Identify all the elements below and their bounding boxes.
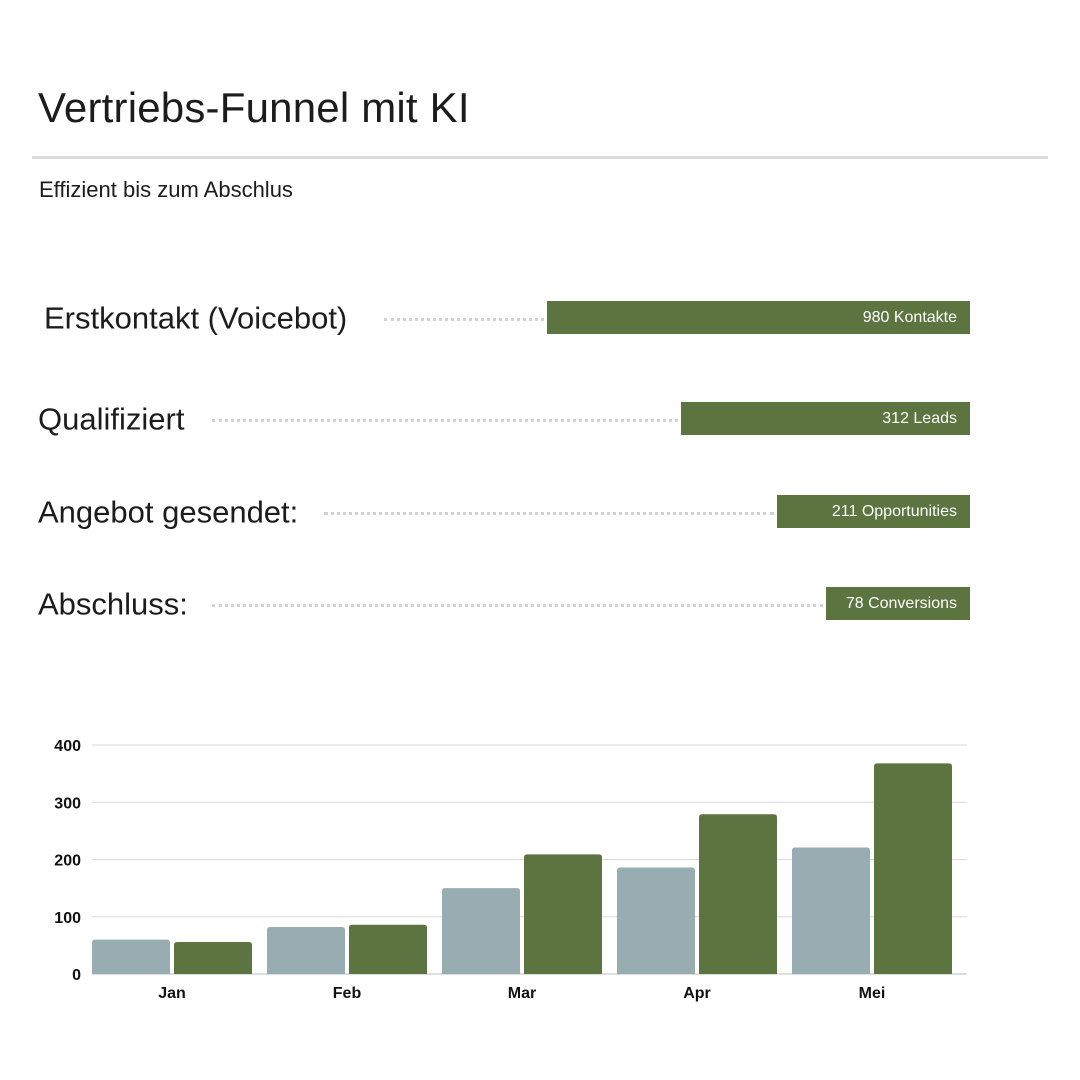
page-title: Vertriebs-Funnel mit KI [38,84,470,131]
funnel-bar: 211 Opportunities [777,495,970,528]
bar-mei-series-2 [874,763,952,974]
funnel-step-label: Abschluss: [38,586,188,622]
monthly-bar-chart: 0 100 200 300 400 Jan Feb Mar Apr Mei [54,738,967,1002]
x-tick-label: Apr [683,985,711,1002]
y-tick-label: 0 [72,967,81,984]
x-tick-label: Feb [333,985,362,1002]
y-tick-label: 100 [54,910,81,927]
funnel-step-label: Erstkontakt (Voicebot) [44,300,348,336]
page-subtitle: Effizient bis zum Abschlus [39,177,293,202]
bar-apr-series-2 [699,814,777,974]
funnel-step-value: 980 Kontakte [862,308,957,326]
bar-feb-series-2 [349,924,427,974]
funnel-bar: 78 Conversions [826,587,970,620]
funnel-step-value: 78 Conversions [845,594,957,612]
bar-jan-series-2 [174,941,252,974]
bar-apr-series-1 [617,867,695,974]
funnel-step-qualifiziert: Qualifiziert 312 Leads [0,402,1080,436]
bar-mei-series-1 [792,847,870,974]
funnel-leader-dots [212,419,678,422]
y-tick-label: 200 [54,853,81,870]
y-tick-label: 400 [54,738,81,755]
funnel-leader-dots [384,318,544,321]
funnel-leader-dots [212,604,823,607]
funnel-bar: 980 Kontakte [547,301,970,334]
funnel-bar: 312 Leads [681,402,970,435]
title-divider [32,156,1048,159]
funnel-step-abschluss: Abschluss: 78 Conversions [0,587,1080,621]
funnel-step-angebot: Angebot gesendet: 211 Opportunities [0,495,1080,529]
bar-mar-series-2 [524,854,602,974]
x-tick-label: Jan [158,985,186,1002]
funnel-step-value: 211 Opportunities [831,502,957,520]
funnel-step-label: Qualifiziert [38,401,185,437]
funnel-leader-dots [324,512,774,515]
bar-feb-series-1 [267,927,345,974]
funnel-step-value: 312 Leads [882,409,957,427]
bar-jan-series-1 [92,939,170,974]
funnel-step-label: Angebot gesendet: [38,494,299,530]
funnel-step-erstkontakt: Erstkontakt (Voicebot) 980 Kontakte [0,301,1080,335]
x-tick-label: Mei [859,985,886,1002]
y-tick-label: 300 [54,795,81,812]
bar-mar-series-1 [442,888,520,974]
x-tick-label: Mar [508,985,536,1002]
